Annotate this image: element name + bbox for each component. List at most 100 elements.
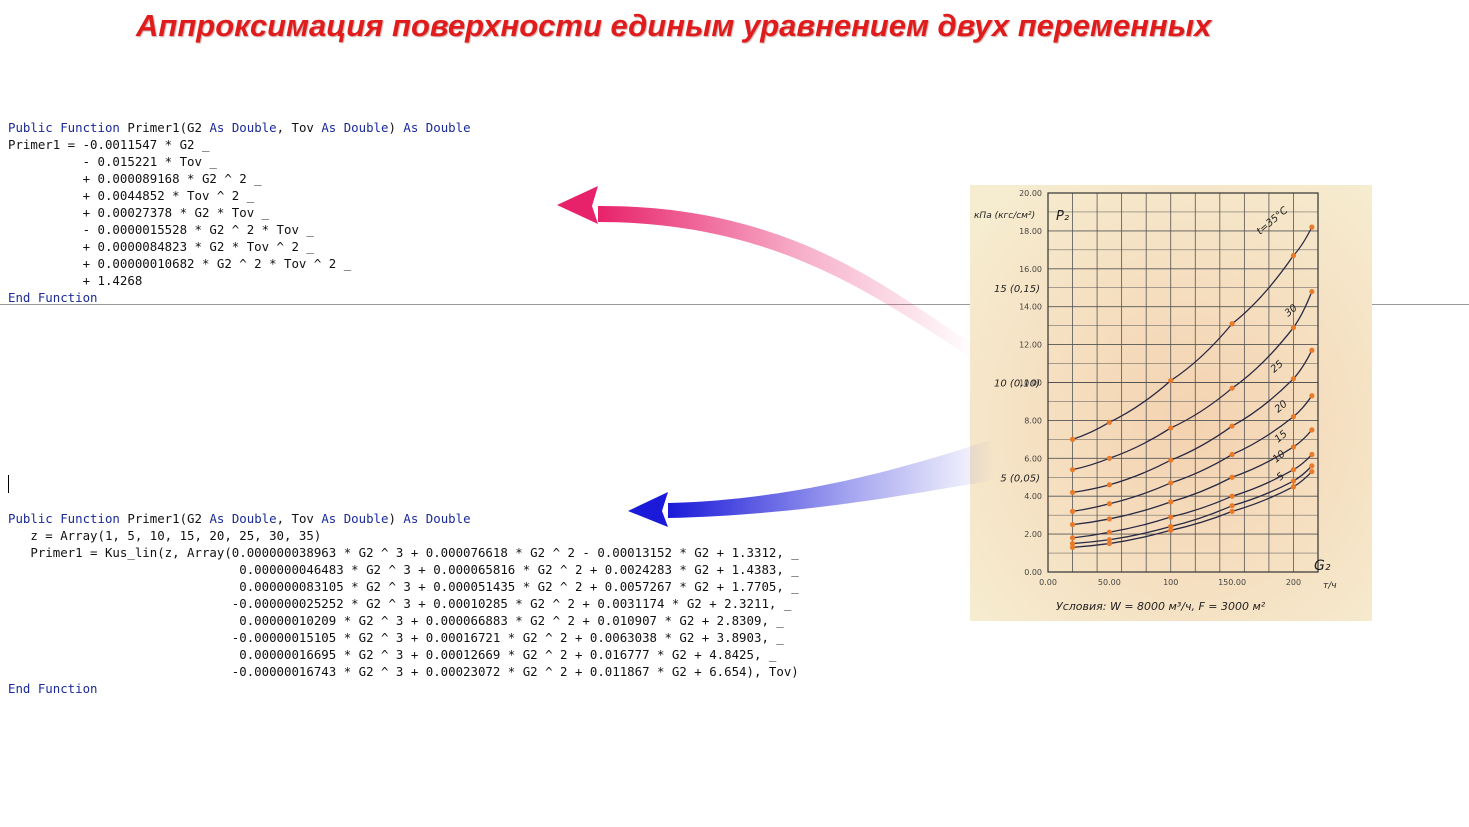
data-point <box>1168 457 1174 463</box>
code-line: Public Function Primer1(G2 As Double, To… <box>8 120 471 135</box>
code-line: + 1.4268 <box>8 273 143 288</box>
y-handwritten-label: 10 (0,10) <box>994 379 1040 390</box>
x-tick-label: 200 <box>1286 578 1301 587</box>
code-line: - 0.0000015528 * G2 ^ 2 * Tov _ <box>8 222 314 237</box>
data-point <box>1229 451 1235 458</box>
y-tick-label: 20.00 <box>1019 189 1042 198</box>
data-point <box>1069 489 1076 496</box>
condition-label: Условия: W = 8000 м³/ч, F = 3000 м² <box>1056 600 1266 613</box>
data-point <box>1069 508 1076 514</box>
code-line: 0.00000016695 * G2 ^ 3 + 0.00012669 * G2… <box>8 647 777 662</box>
x-tick-label: 150.00 <box>1218 578 1246 587</box>
data-point <box>1290 324 1297 331</box>
horizontal-divider <box>0 304 1469 305</box>
code-line: Primer1 = Kus_lin(z, Array(0.00000003896… <box>8 545 799 560</box>
code-line: -0.000000025252 * G2 ^ 3 + 0.00010285 * … <box>8 596 792 611</box>
scanned-graph: 20.00 18.00 16.00 14.00 12.00 10.00 8.00 6.00 4.… <box>970 185 1372 621</box>
y-tick-label: 16.00 <box>1019 265 1042 274</box>
text-cursor <box>8 475 9 493</box>
data-point <box>1290 467 1297 473</box>
data-point <box>1168 499 1174 505</box>
y-tick-label: 18.00 <box>1019 227 1042 236</box>
data-point <box>1290 444 1297 450</box>
y-tick-label: 12.00 <box>1019 341 1042 350</box>
code-line: 0.000000046483 * G2 ^ 3 + 0.000065816 * … <box>8 562 799 577</box>
data-point <box>1309 224 1315 230</box>
data-point <box>1106 482 1112 488</box>
arrow-pink-head <box>557 186 598 224</box>
code-line: z = Array(1, 5, 10, 15, 20, 25, 30, 35) <box>8 528 322 543</box>
code-block-polynomial: Public Function Primer1(G2 As Double, To… <box>8 119 471 306</box>
data-point <box>1106 537 1112 543</box>
x-tick-label: 0.00 <box>1039 578 1057 587</box>
data-point <box>1168 378 1174 384</box>
data-point <box>1229 474 1235 480</box>
y-handwritten-label: 5 (0,05) <box>1000 473 1040 484</box>
x-tick-label: 50.00 <box>1098 578 1121 587</box>
data-point <box>1069 535 1076 541</box>
y-tick-label: 6.00 <box>1024 454 1042 463</box>
data-point <box>1168 523 1174 530</box>
code-line: End Function <box>8 290 98 305</box>
code-line: 0.00000010209 * G2 ^ 3 + 0.000066883 * G… <box>8 613 784 628</box>
data-point <box>1290 484 1297 490</box>
graph-svg: 20.00 18.00 16.00 14.00 12.00 10.00 8.00 6.00 4.… <box>970 185 1372 621</box>
data-point <box>1229 493 1235 499</box>
y-tick-label: 8.00 <box>1024 416 1042 425</box>
data-point <box>1309 463 1315 469</box>
code-line: + 0.0044852 * Tov ^ 2 _ <box>8 188 255 203</box>
data-point <box>1106 455 1112 461</box>
data-point <box>1168 514 1174 520</box>
data-point <box>1106 540 1112 547</box>
data-point <box>1309 451 1315 458</box>
y-tick-label: 4.00 <box>1024 492 1042 501</box>
data-point <box>1309 288 1315 295</box>
code-line: + 0.0000084823 * G2 * Tov ^ 2 _ <box>8 239 314 254</box>
code-line: - 0.015221 * Tov _ <box>8 154 217 169</box>
data-point <box>1290 478 1297 484</box>
data-point <box>1106 419 1112 425</box>
y-tick-label: 2.00 <box>1024 530 1042 539</box>
arrow-blue-head <box>628 492 668 527</box>
data-point <box>1069 544 1076 550</box>
data-point <box>1069 522 1076 528</box>
data-point <box>1229 385 1235 391</box>
data-point <box>1309 468 1315 475</box>
data-point <box>1106 501 1112 507</box>
data-point <box>1168 425 1174 431</box>
data-point <box>1069 540 1076 547</box>
data-point <box>1290 376 1297 382</box>
x-unit: т/ч <box>1323 581 1337 591</box>
x-symbol: G₂ <box>1314 558 1331 574</box>
code-line: Public Function Primer1(G2 As Double, To… <box>8 511 471 526</box>
code-block-interpolation: Public Function Primer1(G2 As Double, To… <box>8 510 799 697</box>
data-point <box>1229 503 1235 509</box>
data-point <box>1309 347 1315 353</box>
data-point <box>1229 321 1235 327</box>
arrow-pink-body <box>598 205 975 360</box>
data-point <box>1168 480 1174 486</box>
y-unit-label: кПа (кгс/см²) <box>974 211 1035 221</box>
y-tick-label: 14.00 <box>1019 303 1042 312</box>
slide-title: Аппроксимация поверхности единым уравнен… <box>136 8 1212 43</box>
y-tick-label: 10.00 <box>1019 379 1042 388</box>
data-point <box>1290 414 1297 420</box>
data-point <box>1309 427 1315 433</box>
data-point <box>1069 467 1076 473</box>
data-point <box>1106 529 1112 535</box>
x-tick-label: 100 <box>1163 578 1178 587</box>
curve-label: 5 <box>1275 471 1287 484</box>
code-line: End Function <box>8 681 98 696</box>
y-symbol: P₂ <box>1056 209 1069 224</box>
data-point <box>1106 516 1112 522</box>
data-point <box>1229 423 1235 429</box>
code-line: 0.000000083105 * G2 ^ 3 + 0.000051435 * … <box>8 579 799 594</box>
code-line: + 0.000089168 * G2 ^ 2 _ <box>8 171 262 186</box>
code-line: + 0.00000010682 * G2 ^ 2 * Tov ^ 2 _ <box>8 256 352 271</box>
y-tick-label: 0.00 <box>1024 568 1042 577</box>
data-point <box>1229 508 1235 514</box>
data-point <box>1290 252 1297 259</box>
arrow-blue-body <box>668 440 995 518</box>
y-handwritten-label: 15 (0,15) <box>994 284 1040 295</box>
